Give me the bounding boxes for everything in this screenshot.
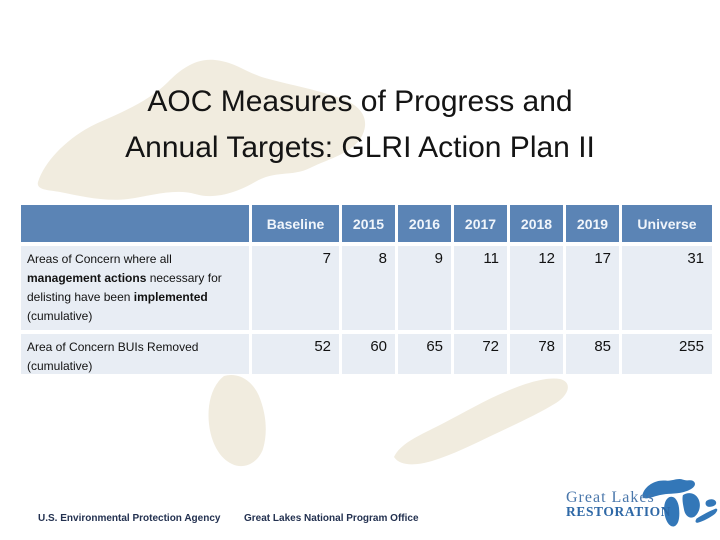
- logo-text: Great Lakes RESTORATION: [566, 490, 671, 519]
- footer-epa-agency: U.S. Environmental Protection Agency: [38, 513, 221, 524]
- aoc-progress-table: Baseline 2015 2016 2017 2018 2019 Univer…: [21, 205, 712, 374]
- table-header-universe: Universe: [622, 205, 712, 242]
- label-text: Areas of Concern where all: [27, 252, 172, 266]
- table-header-2016: 2016: [398, 205, 451, 242]
- row1-2015-value: 8: [342, 246, 395, 330]
- table-header-2017: 2017: [454, 205, 507, 242]
- label-text-bold: implemented: [133, 290, 208, 304]
- row2-2015-value: 60: [342, 334, 395, 374]
- label-text-bold: management actions: [27, 271, 147, 285]
- row2-2019-value: 85: [566, 334, 619, 374]
- row1-2019-value: 17: [566, 246, 619, 330]
- label-text: Area of Concern BUIs Removed (cumulative…: [27, 340, 199, 373]
- row1-2018-value: 12: [510, 246, 563, 330]
- logo-great-lakes-text: Great Lakes: [566, 489, 655, 506]
- watermark-lake-michigan: [208, 374, 266, 467]
- row1-2017-value: 11: [454, 246, 507, 330]
- glri-logo: Great Lakes RESTORATION: [566, 473, 718, 535]
- row-label-buis-removed: Area of Concern BUIs Removed (cumulative…: [21, 334, 249, 374]
- row2-2018-value: 78: [510, 334, 563, 374]
- great-lakes-map-icon: [642, 479, 718, 527]
- table-header-baseline: Baseline: [252, 205, 339, 242]
- row1-2016-value: 9: [398, 246, 451, 330]
- row-label-management-actions: Areas of Concern where all management ac…: [21, 246, 249, 330]
- row2-2017-value: 72: [454, 334, 507, 374]
- watermark-lake-erie: [394, 378, 568, 465]
- footer-glnpo-office: Great Lakes National Program Office: [244, 513, 419, 524]
- row1-baseline-value: 7: [252, 246, 339, 330]
- table-header-2018: 2018: [510, 205, 563, 242]
- table-header-2015: 2015: [342, 205, 395, 242]
- label-text: necessary for delisting have been: [27, 271, 222, 304]
- title-line-1: AOC Measures of Progress and: [147, 85, 573, 118]
- watermark-lake-superior: [37, 59, 366, 200]
- row1-universe-value: 31: [622, 246, 712, 330]
- title-line-2: Annual Targets: GLRI Action Plan II: [125, 131, 595, 164]
- row2-universe-value: 255: [622, 334, 712, 374]
- row2-baseline-value: 52: [252, 334, 339, 374]
- row2-2016-value: 65: [398, 334, 451, 374]
- logo-restoration-text: RESTORATION: [566, 504, 672, 519]
- table-header-empty: [21, 205, 249, 242]
- label-text: (cumulative): [27, 309, 93, 323]
- table-header-2019: 2019: [566, 205, 619, 242]
- slide-title: AOC Measures of Progress and Annual Targ…: [0, 79, 720, 171]
